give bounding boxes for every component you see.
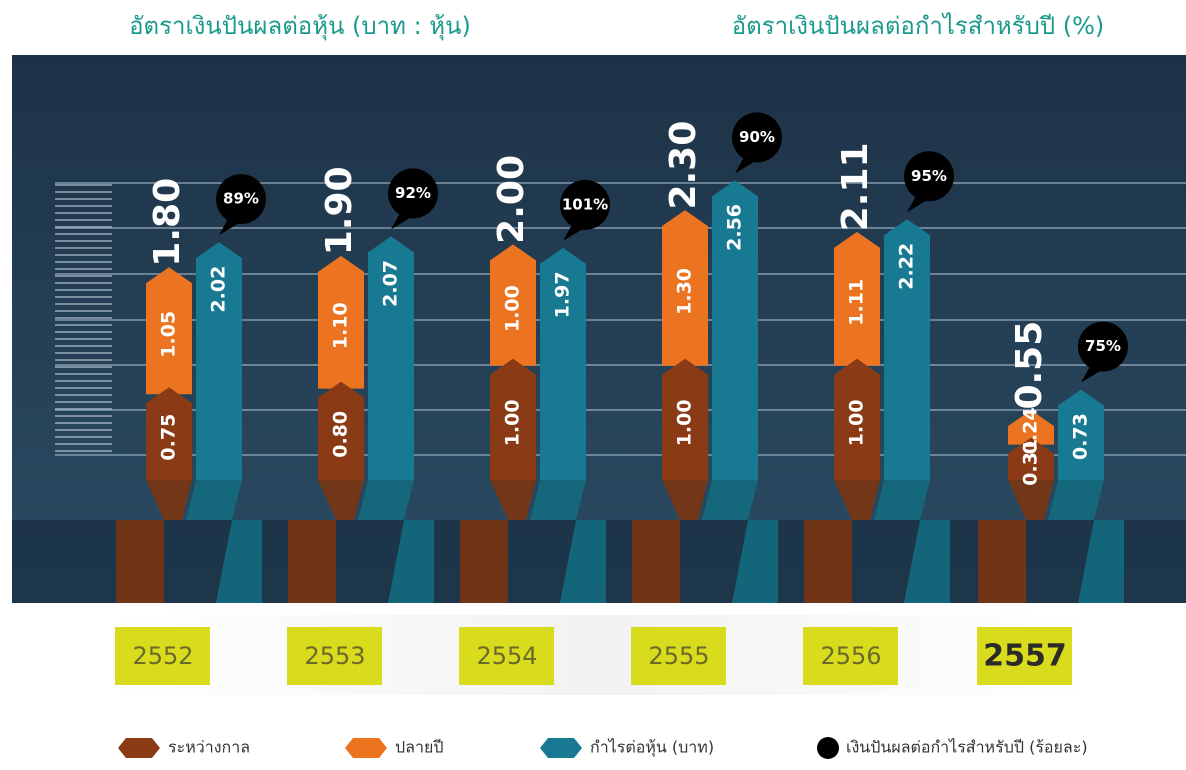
bar-eps (196, 242, 242, 480)
bubble-tail (735, 155, 755, 174)
bubble-tail (219, 217, 239, 236)
bar-interim (834, 358, 880, 480)
total-label: 1.80 (147, 178, 188, 267)
bar-eps (1058, 389, 1104, 480)
year-end-label: 0.24 (1020, 407, 1042, 454)
bar-eps (712, 180, 758, 480)
year-end-label: 1.30 (674, 268, 696, 315)
base-block (460, 480, 536, 603)
bar-year-end (834, 231, 880, 366)
base-block (288, 480, 364, 603)
year-strip (110, 615, 1090, 695)
x-tick-label: 2554 (476, 642, 537, 670)
interim-label: 0.80 (330, 411, 352, 458)
base-block (186, 480, 262, 603)
legend-swatch (540, 738, 582, 758)
payout-bubble (904, 151, 954, 202)
legend-label: ระหว่างกาล (168, 738, 250, 757)
base-block (978, 480, 1054, 603)
year-box (287, 627, 382, 685)
legend-swatch (118, 738, 160, 758)
eps-label: 2.22 (896, 243, 918, 290)
payout-label: 75% (1085, 337, 1121, 355)
payout-bubble (388, 168, 438, 219)
bar-year-end (146, 267, 192, 395)
interim-label: 1.00 (502, 399, 524, 446)
legend-swatch (817, 737, 839, 759)
x-tick-label: 2556 (820, 642, 881, 670)
bar-eps (540, 247, 586, 480)
interim-label: 1.00 (674, 399, 696, 446)
payout-bubble (732, 112, 782, 163)
total-label: 2.00 (491, 155, 532, 244)
bubble-tail (907, 194, 927, 213)
interim-label: 1.00 (846, 399, 868, 446)
x-tick-label: 2557 (983, 639, 1067, 674)
bubble-tail (563, 222, 583, 241)
bar-year-end (318, 255, 364, 389)
payout-label: 95% (911, 167, 947, 185)
x-tick-label: 2555 (648, 642, 709, 670)
payout-label: 89% (223, 190, 259, 208)
legend-label: เงินปันผลต่อกำไรสำหรับปี (ร้อยละ) (846, 738, 1088, 757)
year-box (631, 627, 726, 685)
year-box (977, 627, 1072, 685)
bar-interim (662, 358, 708, 480)
year-end-label: 1.11 (846, 279, 868, 326)
bar-interim (1008, 437, 1054, 480)
bar-interim (490, 358, 536, 480)
eps-label: 2.07 (380, 260, 402, 307)
year-box (803, 627, 898, 685)
payout-bubble (560, 179, 610, 230)
eps-label: 0.73 (1070, 413, 1092, 460)
eps-label: 2.56 (724, 204, 746, 251)
legend-label: กำไรต่อหุ้น (บาท) (590, 738, 714, 758)
payout-label: 92% (395, 184, 431, 202)
bar-interim (146, 387, 192, 480)
bubble-tail (391, 211, 411, 230)
base-block (530, 480, 606, 603)
base-block (702, 480, 778, 603)
total-label: 2.30 (663, 121, 704, 210)
interim-label: 0.75 (158, 414, 180, 461)
total-label: 1.90 (319, 166, 360, 255)
year-end-label: 1.00 (502, 285, 524, 332)
x-tick-label: 2552 (132, 642, 193, 670)
chart-title: อัตราเงินปันผลต่อหุ้น (บาท : หุ้น) (129, 12, 471, 41)
base-block (358, 480, 434, 603)
bar-eps (884, 219, 930, 481)
interim-label: 0.31 (1020, 439, 1042, 486)
year-box (459, 627, 554, 685)
chart-subtitle: อัตราเงินปันผลต่อกำไรสำหรับปี (%) (732, 12, 1105, 40)
total-label: 0.55 (1009, 321, 1050, 410)
eps-label: 2.02 (208, 266, 230, 313)
legend-label: ปลายปี (395, 738, 443, 757)
payout-bubble (216, 174, 266, 225)
x-tick-label: 2553 (304, 642, 365, 670)
legend-swatch (345, 738, 387, 758)
bar-year-end (662, 210, 708, 366)
year-end-label: 1.05 (158, 311, 180, 358)
base-block (874, 480, 950, 603)
base-block (116, 480, 192, 603)
base-block (804, 480, 880, 603)
bar-year-end (1008, 410, 1054, 445)
payout-label: 90% (739, 128, 775, 146)
payout-bubble (1078, 321, 1128, 372)
base-block (1048, 480, 1124, 603)
bar-year-end (490, 244, 536, 366)
total-label: 2.11 (835, 142, 876, 231)
base-block (632, 480, 708, 603)
bubble-tail (1081, 364, 1101, 383)
bar-eps (368, 236, 414, 480)
payout-label: 101% (562, 195, 608, 213)
eps-label: 1.97 (552, 271, 574, 318)
bar-interim (318, 381, 364, 480)
year-box (115, 627, 210, 685)
year-end-label: 1.10 (330, 302, 352, 349)
legend: ระหว่างกาล ปลายปี กำไรต่อหุ้น (บาท) เงินปัน… (118, 737, 1088, 759)
